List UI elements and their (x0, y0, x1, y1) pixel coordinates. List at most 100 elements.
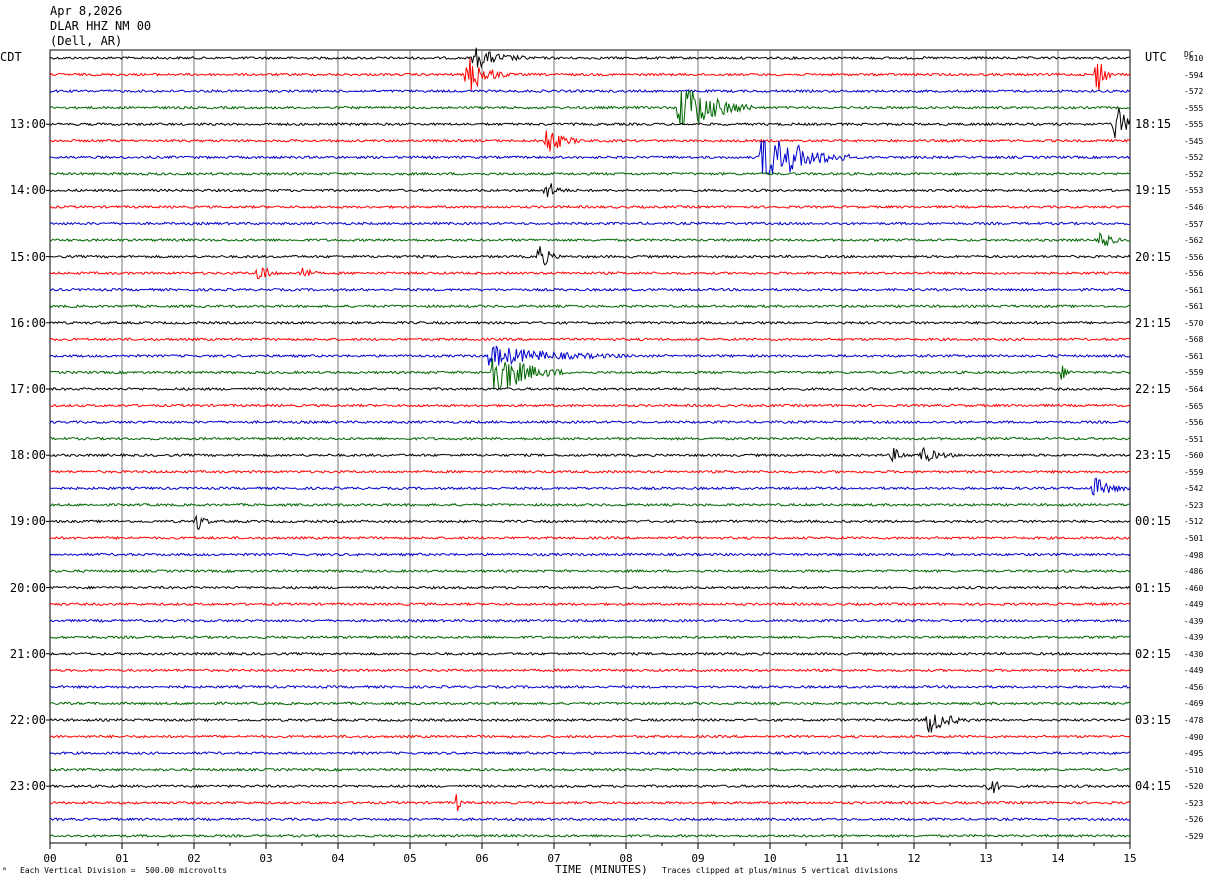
dc-offset-label: -552 (1184, 153, 1204, 163)
seismic-trace-40 (49, 714, 1131, 733)
x-tick-label: 01 (115, 852, 129, 865)
dc-offset-label: -553 (1184, 186, 1204, 196)
dc-offset-label: -449 (1184, 666, 1204, 676)
seismic-trace-26 (49, 477, 1131, 496)
seismic-trace-27 (49, 502, 1131, 508)
left-time-label: 20:00 (9, 580, 46, 595)
x-tick-label: 12 (907, 852, 921, 865)
dc-offset-header: DC (1184, 50, 1194, 59)
seismic-trace-12 (49, 246, 1131, 266)
x-tick-label: 06 (475, 852, 489, 865)
dc-offset-label: -560 (1184, 451, 1204, 461)
dc-offset-label: -495 (1184, 749, 1204, 759)
x-tick-label: 00 (43, 852, 57, 865)
seismic-trace-29 (49, 535, 1131, 541)
dc-offset-label: -449 (1184, 600, 1204, 610)
dc-offset-label: -556 (1184, 269, 1204, 279)
seismic-trace-14 (49, 287, 1131, 292)
seismic-trace-2 (49, 88, 1131, 94)
x-tick-label: 05 (403, 852, 417, 865)
seismic-trace-15 (49, 304, 1131, 309)
seismic-trace-47 (49, 833, 1131, 838)
corner-mark: ᴹ (2, 866, 7, 875)
dc-offset-label: -486 (1184, 567, 1204, 577)
dc-offset-label: -562 (1184, 236, 1204, 246)
dc-offset-label: -546 (1184, 202, 1204, 212)
left-time-label: 17:00 (9, 382, 46, 396)
left-time-label: 21:00 (9, 646, 46, 661)
right-time-label: 01:15 (1135, 580, 1172, 595)
dc-offset-label: -542 (1184, 484, 1204, 494)
right-time-label: 02:15 (1135, 646, 1172, 661)
left-time-label: 15:00 (9, 249, 46, 264)
seismic-trace-18 (49, 345, 1131, 366)
right-time-label: 23:15 (1135, 448, 1172, 463)
right-time-label: 00:15 (1135, 514, 1172, 529)
dc-offset-label: -523 (1184, 798, 1204, 808)
left-time-label: 18:00 (9, 448, 46, 463)
x-tick-label: 13 (979, 852, 993, 865)
dc-offset-label: -529 (1184, 831, 1204, 841)
x-tick-label: 10 (763, 852, 777, 865)
seismic-trace-34 (49, 618, 1131, 623)
seismic-trace-46 (49, 817, 1131, 822)
seismic-trace-3 (49, 90, 1131, 125)
dc-offset-label: -610 (1184, 54, 1204, 63)
x-tick-label: 04 (331, 852, 345, 865)
dc-offset-label: -510 (1184, 765, 1204, 775)
seismic-trace-20 (49, 386, 1131, 392)
seismic-trace-43 (49, 767, 1131, 772)
seismic-trace-28 (49, 514, 1131, 531)
dc-offset-label: -512 (1184, 517, 1204, 527)
dc-offset-label: -568 (1184, 335, 1204, 345)
left-time-label: 23:00 (9, 779, 46, 794)
seismic-trace-30 (49, 552, 1131, 557)
scale-note: Each Vertical Division = 500.00 microvol… (20, 866, 228, 875)
seismic-trace-24 (49, 446, 1131, 463)
left-time-label: 14:00 (9, 183, 46, 198)
seismic-trace-6 (49, 139, 1131, 175)
header-station: DLAR HHZ NM 00 (50, 19, 152, 33)
left-time-label: 22:00 (9, 713, 46, 727)
dc-offset-label: -570 (1184, 318, 1204, 328)
seismic-trace-1 (49, 57, 1131, 92)
seismic-trace-37 (49, 668, 1131, 673)
clip-note: Traces clipped at plus/minus 5 vertical … (662, 866, 899, 875)
seismic-trace-4 (49, 107, 1131, 138)
dc-offset-label: -561 (1184, 351, 1204, 361)
dc-offset-label: -556 (1184, 252, 1204, 262)
seismic-trace-9 (49, 204, 1131, 210)
left-timezone-label: CDT (0, 50, 22, 64)
seismic-trace-19 (49, 358, 1131, 390)
header-location: (Dell, AR) (50, 34, 123, 48)
plot-frame (49, 49, 1131, 844)
dc-offset-label: -469 (1184, 699, 1204, 709)
dc-offset-label: -552 (1184, 169, 1204, 179)
dc-offset-label: -439 (1184, 616, 1204, 626)
seismic-trace-10 (49, 221, 1131, 226)
right-time-label: 03:15 (1135, 713, 1172, 727)
right-timezone-label: UTC (1145, 50, 1167, 64)
seismic-trace-31 (49, 568, 1131, 574)
seismic-trace-16 (49, 320, 1131, 325)
right-time-label: 04:15 (1135, 779, 1172, 794)
right-time-label: 22:15 (1135, 382, 1172, 396)
dc-offset-label: -564 (1184, 385, 1204, 394)
x-tick-label: 08 (619, 852, 633, 865)
dc-offset-label: -561 (1184, 285, 1204, 295)
dc-offset-label: -557 (1184, 219, 1204, 229)
x-tick-label: 02 (187, 852, 201, 865)
seismic-trace-13 (49, 267, 1131, 280)
seismic-trace-38 (49, 684, 1131, 690)
header-date: Apr 8,2026 (50, 4, 123, 18)
seismic-trace-33 (49, 601, 1131, 607)
dc-offset-label: -520 (1184, 782, 1204, 792)
dc-offset-label: -555 (1184, 103, 1204, 113)
right-time-label: 18:15 (1135, 117, 1172, 132)
x-tick-label: 11 (835, 852, 849, 865)
seismic-trace-44 (49, 781, 1131, 794)
right-time-label: 21:15 (1135, 315, 1172, 330)
dc-offset-label: -456 (1184, 682, 1204, 692)
seismic-trace-39 (49, 701, 1131, 706)
